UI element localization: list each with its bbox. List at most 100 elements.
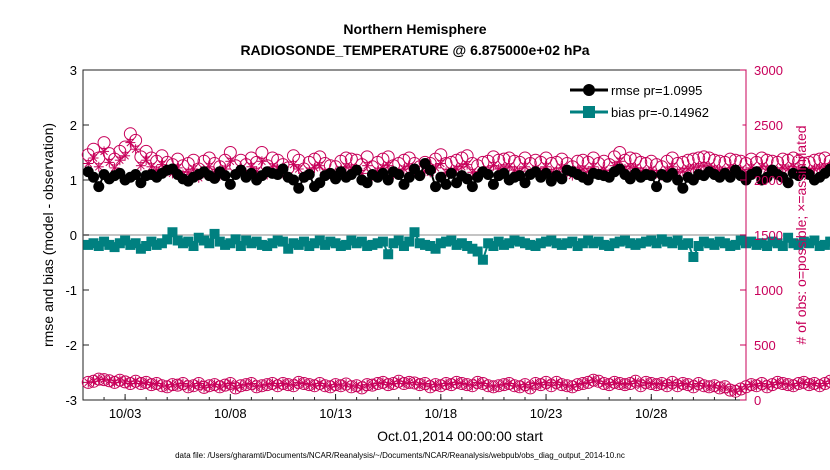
y-left-axis: 3 2 1 0 -1 -2 -3 (65, 63, 89, 408)
obs-assimilated-low-stroke (663, 381, 671, 390)
bias-point (293, 239, 304, 250)
obs-assimilated-point (99, 146, 110, 157)
bias-point (688, 252, 699, 262)
bias-point (283, 243, 294, 254)
bias-point (272, 235, 283, 246)
obs-assimilated-low-stroke (368, 381, 377, 390)
obs-assimilated-low-point (93, 374, 104, 385)
obs-assimilated-low-stroke (252, 382, 261, 391)
obs-assimilated-low-point (420, 378, 431, 389)
bias-point (656, 234, 667, 245)
bias-point (488, 241, 499, 251)
obs-assimilated-stroke (89, 154, 98, 162)
obs-assimilated-low-stroke (810, 379, 819, 388)
bias-point (225, 238, 236, 249)
y-left-tick-label: -3 (65, 393, 77, 408)
obs-assimilated-low-point (488, 381, 499, 392)
bias-point (467, 243, 478, 254)
bias-point (388, 238, 399, 249)
rmse-point (540, 167, 552, 179)
y-right-axis: 3000 2500 2000 1500 1000 500 0 (740, 63, 783, 408)
obs-assimilated-point (225, 156, 236, 167)
obs-assimilated-stroke (142, 156, 150, 165)
obs-possible-low-point (223, 377, 237, 390)
obs-assimilated-low-stroke (400, 379, 408, 388)
bias-point (783, 232, 794, 243)
obs-assimilated-low-stroke (521, 380, 529, 389)
bias-point (99, 236, 110, 247)
bias-point (556, 239, 567, 250)
bias-point (819, 239, 830, 250)
obs-assimilated-point (93, 161, 104, 172)
rmse-point (430, 181, 442, 193)
obs-assimilated-stroke (689, 164, 698, 172)
bias-point (641, 236, 652, 247)
rmse-point (482, 169, 494, 180)
obs-assimilated-low-point (335, 380, 346, 391)
rmse-point (88, 171, 100, 183)
obs-assimilated-low-stroke (542, 378, 550, 387)
bias-point (598, 239, 609, 250)
y-left-tick-label: -1 (65, 283, 77, 298)
bias-point (314, 235, 325, 246)
obs-assimilated-stroke (94, 162, 103, 171)
obs-assimilated-stroke (126, 138, 135, 147)
obs-assimilated-low-point (383, 379, 394, 390)
bias-point (356, 236, 367, 247)
y-right-tick-label: 0 (754, 393, 761, 408)
obs-assimilated-low-stroke (689, 382, 698, 391)
obs-assimilated-low-stroke (710, 381, 719, 390)
bias-point (346, 235, 357, 246)
bias-point (451, 239, 462, 250)
bias-point (409, 227, 420, 238)
obs-assimilated-low-stroke (468, 381, 477, 390)
bias-point (404, 236, 415, 247)
bias-point (762, 241, 773, 251)
obs-assimilated-stroke (158, 160, 166, 169)
obs-assimilated-point (256, 156, 267, 167)
y-right-axis-label: # of obs: o=possible; ×=assimilated (793, 125, 809, 344)
obs-assimilated-low-stroke (115, 376, 124, 385)
obs-assimilated-low-stroke (258, 381, 266, 390)
rmse-point (751, 166, 763, 178)
bias-point (304, 241, 315, 251)
obs-assimilated-low-stroke (237, 381, 245, 390)
obs-assimilated-stroke (226, 157, 235, 166)
x-axis: 10/03 10/08 10/13 10/18 10/23 10/28 (103, 394, 736, 421)
obs-assimilated-stroke (615, 157, 624, 166)
bias-point (772, 238, 783, 249)
bias-point (562, 238, 573, 249)
bias-point (83, 239, 94, 250)
obs-assimilated-low-stroke (705, 382, 714, 391)
obs-assimilated-stroke (258, 157, 266, 166)
obs-assimilated-stroke (521, 162, 529, 171)
obs-assimilated-low-point (404, 377, 415, 388)
obs-assimilated-low-stroke (479, 379, 487, 388)
bias-point (256, 239, 267, 250)
obs-assimilated-low-stroke (105, 376, 114, 385)
obs-assimilated-low-stroke (826, 380, 830, 386)
obs-assimilated-low-stroke (242, 380, 250, 389)
obs-assimilated-low-point (177, 378, 188, 389)
obs-assimilated-low-stroke (694, 379, 703, 388)
bias-point (693, 241, 704, 251)
rmse-point (351, 164, 363, 176)
obs-assimilated-point (120, 150, 131, 161)
bias-point (567, 236, 578, 247)
y-right-tick-label: 2500 (754, 118, 783, 133)
bias-point (520, 238, 530, 249)
rmse-point (440, 178, 452, 190)
bias-point (104, 239, 115, 250)
rmse-point (651, 181, 663, 193)
obs-assimilated-low-point (725, 385, 736, 396)
bias-point (477, 254, 488, 265)
bias-point (719, 238, 730, 249)
bias-point (593, 236, 604, 247)
bias-point (804, 238, 815, 249)
obs-possible-point (828, 158, 830, 166)
x-axis-label: Oct.01,2014 00:00:00 start (377, 428, 543, 444)
rmse-point (130, 169, 142, 180)
obs-assimilated-low-point (346, 381, 357, 392)
obs-assimilated-low-stroke (579, 379, 587, 388)
bias-point (456, 238, 467, 249)
